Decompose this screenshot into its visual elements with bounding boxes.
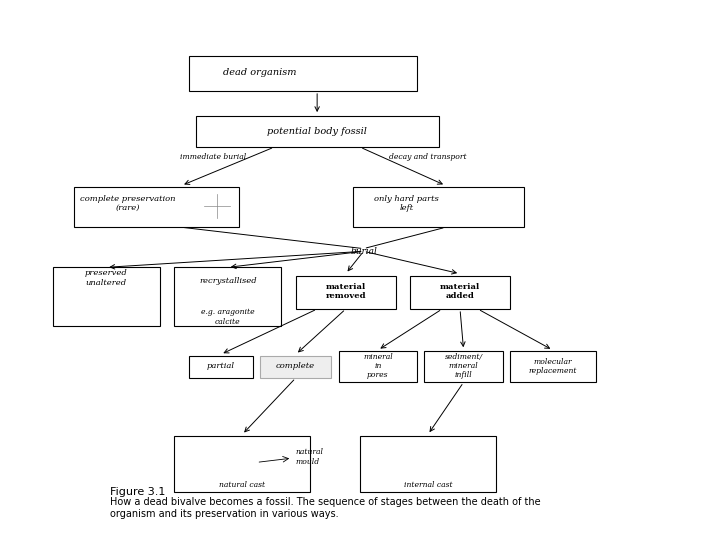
Bar: [296, 276, 396, 309]
Text: decay and transport: decay and transport: [389, 153, 467, 161]
Polygon shape: [201, 284, 255, 314]
Polygon shape: [203, 444, 282, 481]
Bar: [510, 351, 595, 382]
Bar: [74, 187, 238, 227]
Bar: [424, 351, 503, 382]
Text: internal cast: internal cast: [403, 481, 452, 489]
Text: natural
mould: natural mould: [296, 448, 324, 465]
Polygon shape: [78, 289, 135, 322]
Text: e.g. aragonite
calcite: e.g. aragonite calcite: [201, 308, 255, 326]
Text: partial: partial: [207, 362, 235, 370]
Bar: [353, 187, 524, 227]
Text: natural cast: natural cast: [219, 481, 265, 489]
Text: complete: complete: [276, 362, 315, 370]
Bar: [360, 436, 496, 492]
Text: recrystallised: recrystallised: [199, 276, 256, 285]
Bar: [196, 116, 438, 147]
Bar: [53, 267, 160, 326]
Text: mineral
in
pores: mineral in pores: [363, 353, 392, 380]
Bar: [338, 351, 417, 382]
Text: immediate burial: immediate burial: [181, 153, 247, 161]
Polygon shape: [196, 196, 238, 220]
Bar: [174, 436, 310, 492]
Text: burial: burial: [350, 247, 377, 256]
Polygon shape: [392, 443, 464, 478]
Text: preserved
unaltered: preserved unaltered: [85, 269, 127, 287]
Text: How a dead bivalve becomes a fossil. The sequence of stages between the death of: How a dead bivalve becomes a fossil. The…: [110, 497, 541, 518]
Text: sediment/
mineral
infill: sediment/ mineral infill: [444, 353, 482, 380]
Text: only hard parts
left: only hard parts left: [374, 194, 438, 212]
Text: molecular
replacement: molecular replacement: [528, 357, 577, 375]
Bar: [174, 267, 282, 326]
Polygon shape: [365, 62, 412, 87]
Text: material
added: material added: [440, 283, 480, 300]
Text: potential body fossil: potential body fossil: [267, 126, 367, 136]
Text: material
removed: material removed: [325, 283, 366, 300]
Bar: [260, 355, 331, 378]
Text: complete preservation
(rare): complete preservation (rare): [80, 194, 176, 212]
Text: Figure 3.1: Figure 3.1: [110, 487, 166, 497]
Bar: [189, 355, 253, 378]
Text: dead organism: dead organism: [223, 68, 297, 77]
Bar: [189, 56, 417, 91]
Bar: [410, 276, 510, 309]
